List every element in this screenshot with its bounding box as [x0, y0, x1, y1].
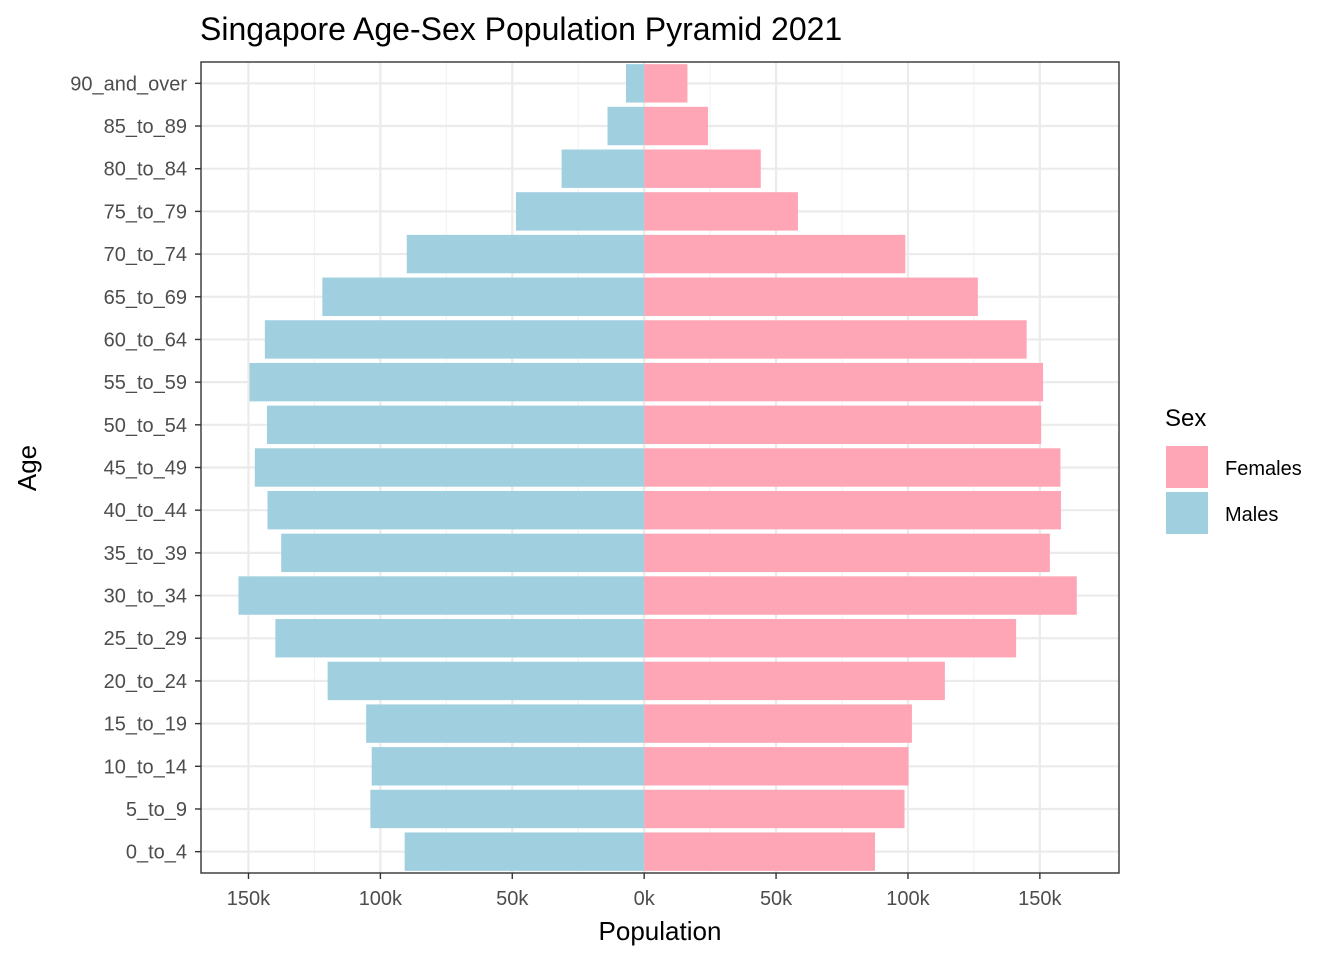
bar-males-90_and_over: [625, 64, 645, 103]
x-tick-label: 0k: [634, 888, 656, 910]
legend-title: Sex: [1165, 405, 1206, 432]
y-tick-label: 45_to_49: [104, 458, 187, 480]
bar-females-45_to_49: [644, 448, 1061, 487]
x-axis-title: Population: [599, 916, 722, 946]
legend-label-females: Females: [1225, 458, 1302, 480]
bar-males-65_to_69: [322, 277, 645, 316]
bar-males-60_to_64: [264, 320, 645, 359]
bar-females-55_to_59: [644, 362, 1044, 402]
legend-key-females: [1166, 446, 1208, 488]
y-tick-label: 75_to_79: [104, 201, 187, 223]
bar-males-75_to_79: [515, 192, 645, 231]
bar-males-40_to_44: [267, 490, 645, 530]
bar-females-75_to_79: [644, 192, 798, 231]
x-tick-label: 150k: [1018, 888, 1062, 910]
x-tick-label: 150k: [227, 888, 271, 910]
bar-females-65_to_69: [644, 277, 978, 316]
y-tick-label: 15_to_19: [104, 714, 187, 736]
chart-title: Singapore Age-Sex Population Pyramid 202…: [200, 11, 842, 47]
y-tick-label: 85_to_89: [104, 116, 187, 138]
bar-females-5_to_9: [644, 789, 905, 829]
bars: [238, 64, 1077, 871]
x-axis: 150k 100k 50k 0k 50k 100k 150k: [227, 873, 1063, 910]
y-tick-label: 40_to_44: [104, 500, 187, 522]
bar-males-50_to_54: [266, 405, 645, 445]
bar-females-40_to_44: [644, 490, 1061, 530]
bar-females-25_to_29: [644, 619, 1017, 658]
bar-males-30_to_34: [238, 576, 645, 615]
bar-males-70_to_74: [406, 234, 645, 274]
bar-males-10_to_14: [371, 747, 645, 786]
bar-males-45_to_49: [254, 448, 645, 487]
y-tick-label: 30_to_34: [104, 586, 187, 608]
bar-females-35_to_39: [644, 533, 1050, 573]
bar-males-20_to_24: [327, 661, 645, 701]
y-tick-label: 25_to_29: [104, 628, 187, 650]
y-tick-label: 90_and_over: [70, 73, 187, 95]
legend-key-males: [1166, 492, 1208, 534]
y-tick-label: 80_to_84: [104, 159, 187, 181]
bar-females-60_to_64: [644, 320, 1027, 359]
y-axis-title: Age: [12, 445, 42, 491]
bar-females-85_to_89: [644, 106, 709, 146]
x-tick-label: 100k: [359, 888, 403, 910]
bar-females-80_to_84: [644, 149, 761, 188]
bar-females-50_to_54: [644, 405, 1042, 445]
bar-males-15_to_19: [366, 704, 645, 743]
bar-females-20_to_24: [644, 661, 945, 701]
bar-males-0_to_4: [404, 832, 645, 871]
bar-females-30_to_34: [644, 576, 1077, 615]
y-tick-label: 20_to_24: [104, 671, 187, 693]
bar-males-5_to_9: [370, 789, 645, 829]
y-tick-label: 5_to_9: [126, 799, 187, 821]
y-tick-label: 35_to_39: [104, 543, 187, 565]
y-tick-label: 10_to_14: [104, 756, 187, 778]
bar-females-0_to_4: [644, 832, 875, 871]
bar-males-25_to_29: [275, 619, 645, 658]
bar-males-80_to_84: [561, 149, 645, 188]
x-tick-label: 50k: [496, 888, 529, 910]
bar-females-70_to_74: [644, 234, 906, 274]
y-axis: 0_to_4 5_to_9 10_to_14 15_to_19 20_to_24 25_t…: [70, 73, 201, 864]
bar-males-85_to_89: [607, 106, 645, 146]
bar-females-15_to_19: [644, 704, 912, 743]
y-tick-label: 55_to_59: [104, 372, 187, 394]
bar-females-90_and_over: [644, 64, 688, 103]
y-tick-label: 70_to_74: [104, 244, 187, 266]
legend: Sex Females Males: [1165, 405, 1302, 534]
legend-label-males: Males: [1225, 504, 1278, 526]
x-tick-label: 100k: [886, 888, 930, 910]
y-tick-label: 0_to_4: [126, 842, 187, 864]
bar-males-35_to_39: [281, 533, 645, 573]
bar-males-55_to_59: [249, 362, 645, 402]
bar-females-10_to_14: [644, 747, 909, 786]
y-tick-label: 65_to_69: [104, 287, 187, 309]
y-tick-label: 50_to_54: [104, 415, 187, 437]
y-tick-label: 60_to_64: [104, 329, 187, 351]
x-tick-label: 50k: [760, 888, 793, 910]
